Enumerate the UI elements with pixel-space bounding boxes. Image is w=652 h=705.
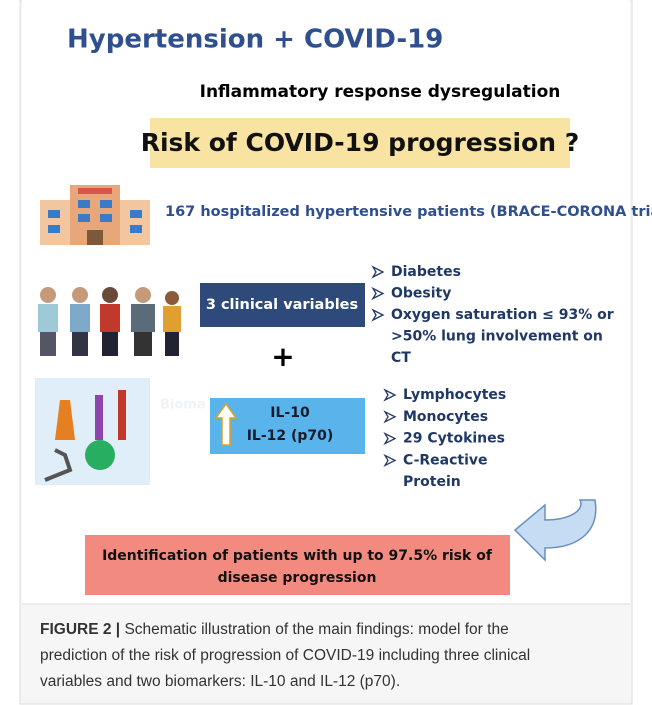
result-box bbox=[85, 535, 510, 595]
figure: Hypertension + COVID-19 Inflammatory res… bbox=[0, 0, 652, 705]
list-item: Obesity bbox=[391, 286, 451, 302]
biomarker: IL-12 (p70) bbox=[247, 428, 334, 444]
caption-line: prediction of the risk of progression of… bbox=[40, 647, 530, 664]
list-item: C-Reactive bbox=[403, 452, 488, 468]
list-item: Diabetes bbox=[391, 264, 461, 280]
list-item: Protein bbox=[403, 474, 461, 490]
biomarker: IL-10 bbox=[270, 405, 310, 421]
plus: + bbox=[271, 340, 294, 373]
question: Risk of COVID-19 progression ? bbox=[141, 128, 580, 157]
title: Hypertension + COVID-19 bbox=[67, 25, 443, 55]
list-item: Oxygen saturation ≤ 93% or bbox=[391, 307, 614, 323]
lab-icon bbox=[35, 378, 150, 485]
list-item: 29 Cytokines bbox=[403, 431, 505, 447]
cohort: 167 hospitalized hypertensive patients (… bbox=[165, 204, 652, 220]
caption: FIGURE 2 | Schematic illustration of the… bbox=[40, 621, 509, 638]
list-item: Lymphocytes bbox=[403, 387, 506, 403]
faint-label: Bioma bbox=[160, 398, 206, 413]
result: disease progression bbox=[218, 570, 377, 586]
page: {"figure": { "title": "Hypertension + CO… bbox=[0, 0, 652, 705]
list-item: >50% lung involvement on bbox=[391, 329, 603, 345]
caption-label: FIGURE 2 | bbox=[40, 621, 120, 638]
clinical-label: 3 clinical variables bbox=[206, 297, 358, 313]
subtitle: Inflammatory response dysregulation bbox=[200, 82, 561, 102]
caption-line: variables and two biomarkers: IL-10 and … bbox=[40, 673, 400, 690]
list-item: CT bbox=[391, 350, 411, 366]
result: Identification of patients with up to 97… bbox=[102, 548, 493, 564]
caption-line: Schematic illustration of the main findi… bbox=[120, 621, 509, 638]
list-item: Monocytes bbox=[403, 409, 488, 425]
